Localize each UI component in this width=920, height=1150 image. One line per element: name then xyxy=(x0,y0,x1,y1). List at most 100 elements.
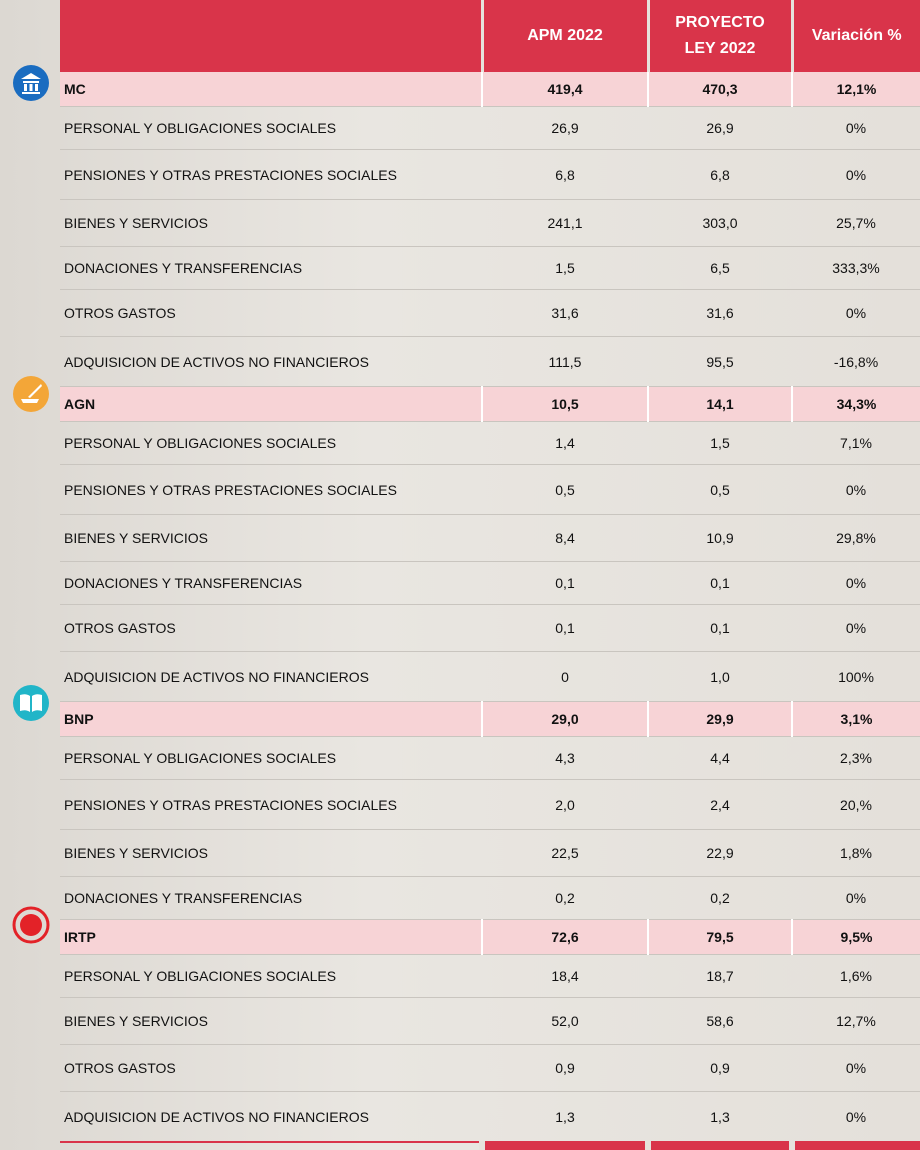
row-label: DONACIONES Y TRANSFERENCIAS xyxy=(60,246,482,290)
row-value: 8,4 xyxy=(482,514,648,562)
row-value: 2,3% xyxy=(792,736,920,780)
group-value: 14,1 xyxy=(647,386,792,422)
data-row: PENSIONES Y OTRAS PRESTACIONES SOCIALES 6… xyxy=(60,149,920,200)
group-value: 419,4 xyxy=(481,72,648,107)
row-value: 10,9 xyxy=(648,514,792,562)
row-value: 0,1 xyxy=(482,561,648,605)
row-value: 1,0 xyxy=(648,651,792,702)
irtp-icon xyxy=(12,906,50,944)
row-value: 12,7% xyxy=(792,997,920,1045)
row-label: BIENES Y SERVICIOS xyxy=(60,514,482,562)
row-value: 6,8 xyxy=(482,149,648,200)
row-value: 0,5 xyxy=(648,464,792,515)
row-label: ADQUISICION DE ACTIVOS NO FINANCIEROS xyxy=(60,1091,482,1143)
total-label: Total general xyxy=(60,1141,482,1150)
row-label: DONACIONES Y TRANSFERENCIAS xyxy=(60,561,482,605)
group-name: BNP xyxy=(60,701,482,737)
row-label: BIENES Y SERVICIOS xyxy=(60,199,482,247)
row-value: 111,5 xyxy=(482,336,648,387)
row-value: 0% xyxy=(792,1044,920,1092)
group-value: 10,5 xyxy=(481,386,648,422)
data-row: OTROS GASTOS 31,6 31,6 0% xyxy=(60,289,920,337)
bnp-icon xyxy=(13,685,49,721)
row-value: 0,1 xyxy=(648,561,792,605)
group-row: IRTP 72,6 79,5 9,5% xyxy=(60,919,920,955)
data-row: ADQUISICION DE ACTIVOS NO FINANCIEROS 1,3… xyxy=(60,1091,920,1143)
row-value: 0% xyxy=(792,1091,920,1143)
header-row: APM 2022 PROYECTO LEY 2022 Variación % xyxy=(60,0,920,72)
row-value: 0,9 xyxy=(648,1044,792,1092)
group-value: 9,5% xyxy=(791,919,920,955)
row-value: 25,7% xyxy=(792,199,920,247)
row-label: PERSONAL Y OBLIGACIONES SOCIALES xyxy=(60,736,482,780)
row-value: 0 xyxy=(482,651,648,702)
column-header: Variación % xyxy=(790,0,920,72)
row-value: 333,3% xyxy=(792,246,920,290)
total-value: 11,7% xyxy=(789,1141,920,1150)
row-label: PENSIONES Y OTRAS PRESTACIONES SOCIALES xyxy=(60,779,482,830)
group-value: 29,9 xyxy=(647,701,792,737)
row-value: 6,8 xyxy=(648,149,792,200)
row-value: 58,6 xyxy=(648,997,792,1045)
data-row: PENSIONES Y OTRAS PRESTACIONES SOCIALES 0… xyxy=(60,464,920,515)
data-row: ADQUISICION DE ACTIVOS NO FINANCIEROS 111… xyxy=(60,336,920,387)
group-value: 12,1% xyxy=(791,72,920,107)
row-value: 0,2 xyxy=(648,876,792,920)
row-value: 29,8% xyxy=(792,514,920,562)
row-value: 1,8% xyxy=(792,829,920,877)
total-value: 593,8 xyxy=(645,1141,792,1150)
column-header: APM 2022 xyxy=(480,0,648,72)
row-value: 1,5 xyxy=(482,246,648,290)
row-value: 0,2 xyxy=(482,876,648,920)
row-value: 4,3 xyxy=(482,736,648,780)
data-row: BIENES Y SERVICIOS 241,1 303,0 25,7% xyxy=(60,199,920,247)
row-value: 31,6 xyxy=(482,289,648,337)
data-row: PERSONAL Y OBLIGACIONES SOCIALES 1,4 1,5 7,… xyxy=(60,421,920,465)
group-name: AGN xyxy=(60,386,482,422)
row-value: 0,5 xyxy=(482,464,648,515)
row-value: 0% xyxy=(792,604,920,652)
row-value: 0% xyxy=(792,289,920,337)
row-value: 1,3 xyxy=(648,1091,792,1143)
row-value: 22,9 xyxy=(648,829,792,877)
row-label: ADQUISICION DE ACTIVOS NO FINANCIEROS xyxy=(60,651,482,702)
row-label: DONACIONES Y TRANSFERENCIAS xyxy=(60,876,482,920)
row-value: -16,8% xyxy=(792,336,920,387)
row-value: 0% xyxy=(792,464,920,515)
row-value: 2,0 xyxy=(482,779,648,830)
row-label: OTROS GASTOS xyxy=(60,604,482,652)
budget-table: APM 2022 PROYECTO LEY 2022 Variación % MC 4… xyxy=(60,0,920,1150)
data-row: PERSONAL Y OBLIGACIONES SOCIALES 18,4 18,7… xyxy=(60,954,920,998)
row-label: ADQUISICION DE ACTIVOS NO FINANCIEROS xyxy=(60,336,482,387)
row-value: 7,1% xyxy=(792,421,920,465)
data-row: PERSONAL Y OBLIGACIONES SOCIALES 26,9 26,9… xyxy=(60,106,920,150)
row-value: 95,5 xyxy=(648,336,792,387)
table-wrap: APM 2022 PROYECTO LEY 2022 Variación % MC 4… xyxy=(60,0,920,1150)
row-value: 0,1 xyxy=(482,604,648,652)
row-value: 6,5 xyxy=(648,246,792,290)
row-value: 26,9 xyxy=(648,106,792,150)
row-value: 1,3 xyxy=(482,1091,648,1143)
group-value: 72,6 xyxy=(481,919,648,955)
data-row: OTROS GASTOS 0,1 0,1 0% xyxy=(60,604,920,652)
group-value: 79,5 xyxy=(647,919,792,955)
row-label: OTROS GASTOS xyxy=(60,289,482,337)
header-blank xyxy=(60,0,482,72)
row-value: 18,7 xyxy=(648,954,792,998)
row-value: 0% xyxy=(792,149,920,200)
group-row: AGN 10,5 14,1 34,3% xyxy=(60,386,920,422)
data-row: BIENES Y SERVICIOS 8,4 10,9 29,8% xyxy=(60,514,920,562)
row-value: 100% xyxy=(792,651,920,702)
row-label: PERSONAL Y OBLIGACIONES SOCIALES xyxy=(60,421,482,465)
row-value: 52,0 xyxy=(482,997,648,1045)
group-row: MC 419,4 470,3 12,1% xyxy=(60,72,920,107)
row-label: BIENES Y SERVICIOS xyxy=(60,997,482,1045)
row-value: 22,5 xyxy=(482,829,648,877)
row-label: PENSIONES Y OTRAS PRESTACIONES SOCIALES xyxy=(60,149,482,200)
row-label: PENSIONES Y OTRAS PRESTACIONES SOCIALES xyxy=(60,464,482,515)
data-row: BIENES Y SERVICIOS 22,5 22,9 1,8% xyxy=(60,829,920,877)
row-value: 18,4 xyxy=(482,954,648,998)
row-value: 303,0 xyxy=(648,199,792,247)
data-row: PENSIONES Y OTRAS PRESTACIONES SOCIALES 2… xyxy=(60,779,920,830)
